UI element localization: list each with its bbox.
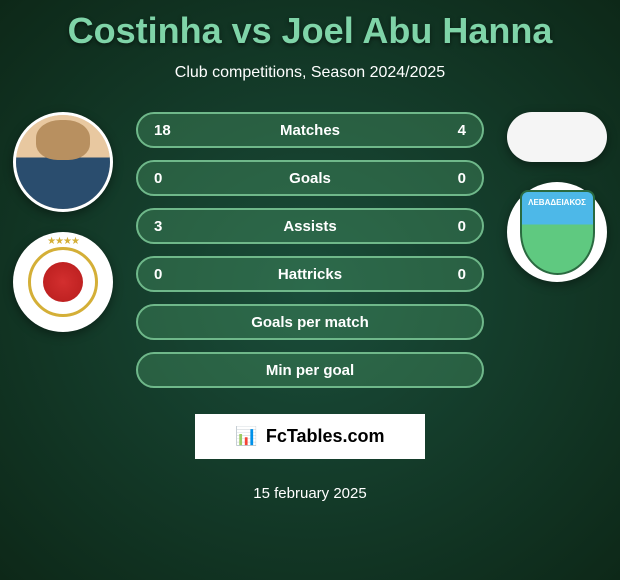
- stat-bar-matches: 18 Matches 4: [136, 112, 484, 148]
- branding-text: FcTables.com: [266, 426, 385, 447]
- main-row: ★★★★ 18 Matches 4 0 Goals 0 3 Assists 0 0 Hattrick…: [0, 112, 620, 502]
- olympiacos-crest: [28, 247, 98, 317]
- stat-left-value: 0: [154, 266, 184, 283]
- stat-bar-goals: 0 Goals 0: [136, 160, 484, 196]
- player1-avatar: [13, 112, 113, 212]
- player1-club-badge: ★★★★: [13, 232, 113, 332]
- comparison-card: Costinha vs Joel Abu Hanna Club competit…: [0, 0, 620, 580]
- date-label: 15 february 2025: [253, 485, 366, 502]
- stat-bar-goals-per-match: Goals per match: [136, 304, 484, 340]
- stat-left-value: 0: [154, 170, 184, 187]
- branding-box: 📊 FcTables.com: [195, 414, 424, 459]
- stat-bar-hattricks: 0 Hattricks 0: [136, 256, 484, 292]
- stat-bar-assists: 3 Assists 0: [136, 208, 484, 244]
- page-title: Costinha vs Joel Abu Hanna: [68, 10, 553, 52]
- stat-bar-min-per-goal: Min per goal: [136, 352, 484, 388]
- levadiakos-crest: ΛΕΒΑΔΕΙΑΚΟΣ: [520, 190, 595, 275]
- player2-avatar: [507, 112, 607, 162]
- player2-column: ΛΕΒΑΔΕΙΑΚΟΣ: [502, 112, 612, 502]
- stat-label: Goals per match: [251, 314, 369, 331]
- stat-right-value: 0: [436, 218, 466, 235]
- ball-chart-icon: 📊: [235, 426, 257, 447]
- shield-label: ΛΕΒΑΔΕΙΑΚΟΣ: [528, 198, 586, 207]
- stat-label: Matches: [280, 122, 340, 139]
- stat-right-value: 4: [436, 122, 466, 139]
- stats-column: 18 Matches 4 0 Goals 0 3 Assists 0 0 Hattricks 0 Goa…: [118, 112, 502, 502]
- stat-label: Hattricks: [278, 266, 342, 283]
- stat-right-value: 0: [436, 266, 466, 283]
- stat-left-value: 18: [154, 122, 184, 139]
- subtitle: Club competitions, Season 2024/2025: [175, 64, 445, 82]
- stat-label: Min per goal: [266, 362, 354, 379]
- stat-right-value: 0: [436, 170, 466, 187]
- stat-left-value: 3: [154, 218, 184, 235]
- player1-face-placeholder: [16, 115, 110, 209]
- player1-column: ★★★★: [8, 112, 118, 502]
- stat-label: Assists: [283, 218, 336, 235]
- stat-label: Goals: [289, 170, 331, 187]
- player2-club-badge: ΛΕΒΑΔΕΙΑΚΟΣ: [507, 182, 607, 282]
- shield-icon: ΛΕΒΑΔΕΙΑΚΟΣ: [520, 190, 595, 275]
- stars-icon: ★★★★: [47, 236, 79, 247]
